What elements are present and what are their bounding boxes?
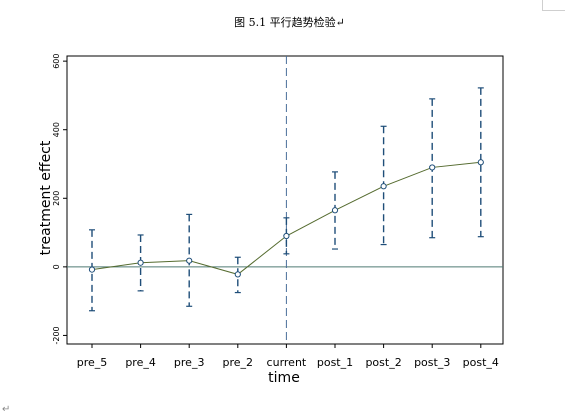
y-tick-label: 0	[52, 264, 61, 269]
estimate-point	[137, 259, 144, 266]
y-axis-title: treatment effect	[38, 140, 54, 255]
x-tick-label: post_4	[463, 356, 499, 369]
page-corner-mark	[542, 0, 565, 11]
y-tick-label: -200	[52, 326, 61, 344]
estimate-point	[477, 159, 484, 166]
x-tick-label: pre_2	[223, 356, 254, 369]
x-axis: pre_5 pre_4 pre_3 pre_2 current post_1 post_2 p…	[77, 344, 499, 369]
x-tick-label: current	[267, 356, 307, 369]
y-tick-label: 400	[52, 122, 61, 137]
estimate-point	[88, 266, 96, 273]
paragraph-mark: ↵	[2, 404, 11, 415]
x-tick-label: pre_5	[77, 356, 108, 369]
estimate-point	[283, 232, 290, 240]
estimate-point	[186, 257, 193, 264]
plot-frame	[66, 55, 504, 345]
estimate-point	[331, 207, 339, 214]
x-axis-title: time	[268, 370, 300, 386]
y-axis: -200 0 200 400 600	[52, 54, 67, 345]
x-tick-label: post_1	[317, 356, 353, 369]
y-tick-label: 600	[52, 54, 61, 69]
x-tick-label: post_2	[365, 356, 401, 369]
y-tick-label: 200	[52, 191, 61, 206]
x-tick-label: pre_3	[174, 356, 205, 369]
estimate-point	[234, 271, 241, 278]
x-tick-label: pre_4	[125, 356, 156, 369]
estimate-point	[380, 183, 387, 190]
estimate-point	[429, 164, 436, 171]
figure-caption: 图 5.1 平行趋势检验↵	[234, 16, 345, 29]
estimate-points	[88, 159, 484, 278]
x-tick-label: post_3	[414, 356, 450, 369]
